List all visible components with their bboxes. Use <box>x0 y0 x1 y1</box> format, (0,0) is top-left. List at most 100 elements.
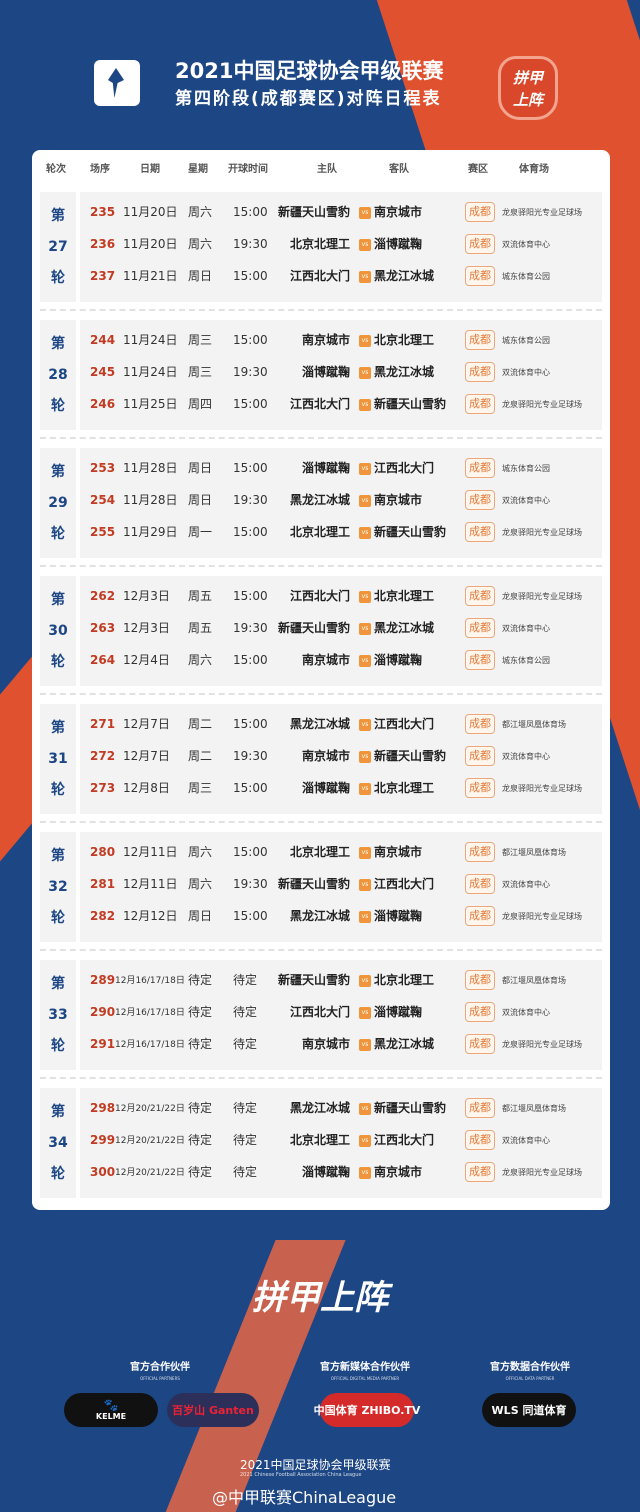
vs-badge: vs <box>359 879 371 891</box>
zone-badge: 成都 <box>465 714 495 734</box>
zone-badge: 成都 <box>465 970 495 990</box>
match-row: 272 12月7日 周二 19:30 南京城市 vs 新疆天山雪豹 成都 双流体… <box>80 745 602 769</box>
round-number: 31 <box>48 750 68 767</box>
home-team: 新疆天山雪豹 <box>277 973 350 987</box>
venue: 双流体育中心 <box>502 1008 550 1017</box>
home-team: 新疆天山雪豹 <box>277 205 350 219</box>
match-number: 300 <box>90 1165 116 1179</box>
zone-badge: 成都 <box>465 874 495 894</box>
partner-heading: 官方新媒体合作伙伴 <box>320 1362 410 1373</box>
kickoff-time: 19:30 <box>233 877 268 891</box>
zone-badge: 成都 <box>465 458 495 478</box>
match-row: 273 12月8日 周三 15:00 淄博蹴鞠 vs 北京北理工 成都 龙泉驿阳… <box>80 777 602 801</box>
round-block: 第 32 轮 280 12月11日 周六 15:00 北京北理工 vs 南京城市 成都… <box>40 832 602 942</box>
round-prefix: 第 <box>51 207 65 224</box>
kelme-label: KELME <box>95 1412 127 1421</box>
vs-badge: vs <box>359 399 371 411</box>
kickoff-time: 待定 <box>233 973 258 987</box>
kickoff-time: 15:00 <box>233 269 268 283</box>
match-weekday: 待定 <box>188 1005 213 1019</box>
footer-title: 2021中国足球协会甲级联赛 <box>240 1458 391 1472</box>
zone-badge: 成都 <box>465 1034 495 1054</box>
round-suffix: 轮 <box>51 654 65 671</box>
round-label: 第 30 轮 <box>40 576 76 686</box>
kickoff-time: 19:30 <box>233 365 268 379</box>
round-prefix: 第 <box>51 719 65 736</box>
home-team: 北京北理工 <box>289 1133 350 1147</box>
zone-badge: 成都 <box>465 586 495 606</box>
away-team: 新疆天山雪豹 <box>374 749 447 763</box>
round-suffix: 轮 <box>51 526 65 543</box>
column-header: 星期 <box>188 164 208 175</box>
league-logo <box>94 60 140 106</box>
match-number: 245 <box>90 365 116 379</box>
match-weekday: 待定 <box>188 1165 213 1179</box>
venue: 城东体育公园 <box>502 336 550 345</box>
zone-badge: 成都 <box>465 746 495 766</box>
match-number: 244 <box>90 333 116 347</box>
divider <box>40 437 602 439</box>
round-matches: 271 12月7日 周二 15:00 黑龙江冰城 vs 江西北大门 成都 都江堰… <box>80 704 602 814</box>
partner-group-data: 官方数据合作伙伴 OFFICIAL DATA PARTNER <box>470 1362 590 1381</box>
away-team: 北京北理工 <box>374 589 435 603</box>
kickoff-time: 15:00 <box>233 589 268 603</box>
home-team: 南京城市 <box>301 1037 350 1051</box>
venue: 城东体育公园 <box>502 464 550 473</box>
slogan-badge-logo: 拼甲 上阵 <box>498 56 558 120</box>
match-date: 11月24日 <box>123 333 178 347</box>
venue: 龙泉驿阳光专业足球场 <box>502 208 582 217</box>
round-suffix: 轮 <box>51 910 65 927</box>
match-weekday: 待定 <box>188 973 213 987</box>
home-team: 北京北理工 <box>289 237 350 251</box>
kickoff-time: 15:00 <box>233 525 268 539</box>
match-row: 281 12月11日 周六 19:30 新疆天山雪豹 vs 江西北大门 成都 双… <box>80 873 602 897</box>
vs-badge: vs <box>359 783 371 795</box>
venue: 龙泉驿阳光专业足球场 <box>502 400 582 409</box>
round-label: 第 27 轮 <box>40 192 76 302</box>
zone-badge: 成都 <box>465 842 495 862</box>
match-weekday: 周三 <box>188 781 213 795</box>
venue: 龙泉驿阳光专业足球场 <box>502 1040 582 1049</box>
match-row: 236 11月20日 周六 19:30 北京北理工 vs 淄博蹴鞠 成都 双流体… <box>80 233 602 257</box>
kickoff-time: 19:30 <box>233 237 268 251</box>
vs-badge: vs <box>359 463 371 475</box>
match-row: 299 12月20/21/22日 待定 待定 北京北理工 vs 江西北大门 成都… <box>80 1129 602 1153</box>
kickoff-time: 待定 <box>233 1005 258 1019</box>
zone-badge: 成都 <box>465 1130 495 1150</box>
home-team: 淄博蹴鞠 <box>301 1165 350 1179</box>
partner-heading: 官方合作伙伴 <box>130 1362 190 1373</box>
home-team: 南京城市 <box>301 333 350 347</box>
column-header: 日期 <box>140 164 160 175</box>
kickoff-time: 15:00 <box>233 653 268 667</box>
column-header: 场序 <box>90 164 110 175</box>
round-block: 第 27 轮 235 11月20日 周六 15:00 新疆天山雪豹 vs 南京城市 成… <box>40 192 602 302</box>
vs-badge: vs <box>359 495 371 507</box>
column-header: 赛区 <box>468 164 488 175</box>
kickoff-time: 19:30 <box>233 493 268 507</box>
vs-badge: vs <box>359 1007 371 1019</box>
home-team: 南京城市 <box>301 749 350 763</box>
venue: 双流体育中心 <box>502 1136 550 1145</box>
match-date: 11月21日 <box>123 269 178 283</box>
kickoff-time: 15:00 <box>233 397 268 411</box>
round-suffix: 轮 <box>51 398 65 415</box>
match-weekday: 周五 <box>188 589 213 603</box>
column-header: 主队 <box>317 164 337 175</box>
match-row: 253 11月28日 周日 15:00 淄博蹴鞠 vs 江西北大门 成都 城东体… <box>80 457 602 481</box>
match-row: 264 12月4日 周六 15:00 南京城市 vs 淄博蹴鞠 成都 城东体育公… <box>80 649 602 673</box>
page-subtitle: 第四阶段(成都赛区)对阵日程表 <box>175 89 442 109</box>
match-row: 255 11月29日 周一 15:00 北京北理工 vs 新疆天山雪豹 成都 龙… <box>80 521 602 545</box>
venue: 双流体育中心 <box>502 880 550 889</box>
vs-badge: vs <box>359 527 371 539</box>
vs-badge: vs <box>359 1135 371 1147</box>
kickoff-time: 19:30 <box>233 749 268 763</box>
away-team: 北京北理工 <box>374 333 435 347</box>
vs-badge: vs <box>359 719 371 731</box>
away-team: 黑龙江冰城 <box>374 269 435 283</box>
column-header: 体育场 <box>519 164 549 175</box>
kickoff-time: 19:30 <box>233 621 268 635</box>
round-matches: 280 12月11日 周六 15:00 北京北理工 vs 南京城市 成都 都江堰… <box>80 832 602 942</box>
round-suffix: 轮 <box>51 270 65 287</box>
venue: 都江堰凤凰体育场 <box>502 1104 566 1113</box>
away-team: 淄博蹴鞠 <box>374 909 423 923</box>
